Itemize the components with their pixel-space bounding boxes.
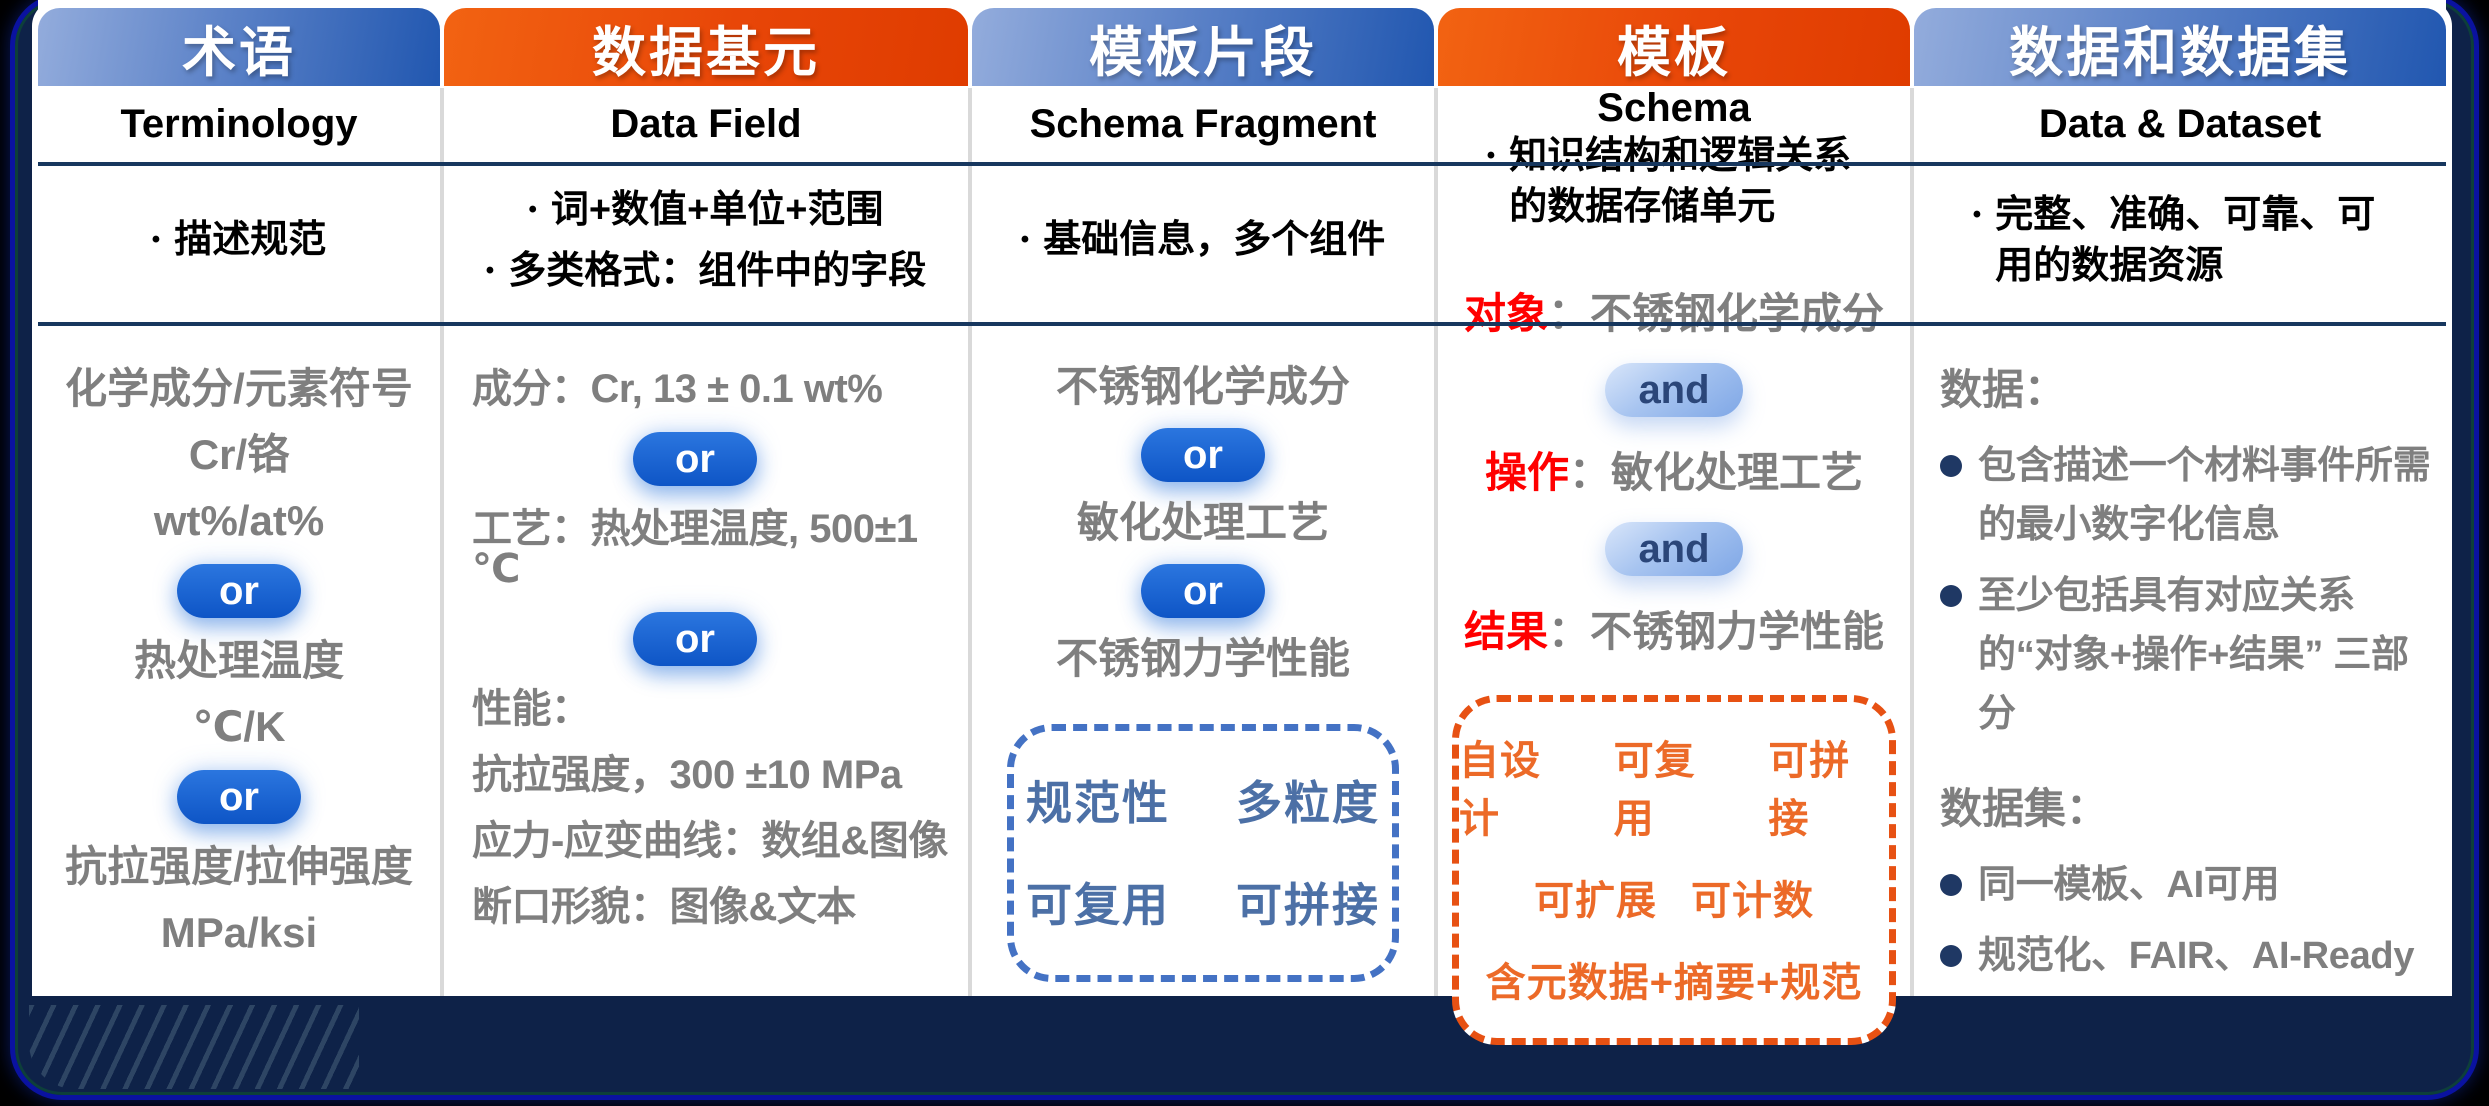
term-line: 化学成分/元素符号 — [65, 365, 413, 412]
field-line: 成分：Cr, 13 ± 0.1 wt% — [472, 367, 883, 411]
description-line: • 知识结构和逻辑关系的数据存储单元 — [1486, 135, 1852, 229]
column-header-zh: 术语 — [38, 8, 440, 86]
row-separator — [38, 322, 2446, 326]
column-description: • 完整、准确、可靠、可用的数据资源 — [1914, 162, 2446, 320]
description-line: • 描述规范 — [151, 219, 327, 262]
column-title-en: Terminology — [120, 101, 358, 146]
column-title-en: Schema Fragment — [1029, 101, 1377, 146]
traits-row: 自设计 可复用 可拼接 — [1459, 738, 1851, 841]
fragment-line: 不锈钢化学成分 — [1055, 363, 1350, 410]
column-title-en: Data Field — [610, 101, 802, 146]
bullet-dot-icon — [1940, 945, 1962, 968]
term-line: 抗拉强度/拉伸强度 — [65, 843, 413, 890]
column-header-zh: 模板 — [1438, 8, 1910, 86]
column-description: • 基础信息，多个组件 — [972, 162, 1434, 320]
column-title-zh: 术语 — [182, 22, 296, 83]
schema-traits-box: 自设计 可复用 可拼接 可扩展 可计数 含元数据+摘要+规范 — [1452, 694, 1896, 1045]
list-item: 同一模板、AI可用 — [1940, 856, 2280, 915]
or-pill: or — [633, 612, 757, 666]
traits-row: 含元数据+摘要+规范 — [1485, 960, 1863, 1005]
bullet-dot-icon — [1940, 584, 1962, 607]
bullet-dot-icon — [1940, 455, 1962, 477]
column-body: 对象 ： 不锈钢化学成分 and 操作 ： 敏化处理工艺 and 结果 ： 不锈 — [1438, 234, 1910, 1045]
column-body: 数据： 包含描述一个材料事件所需的最小数字化信息 至少包括具有对应关系的“对象+… — [1914, 320, 2446, 996]
bullet-icon: • — [1486, 142, 1496, 169]
field-line: 抗拉强度，300 ±10 MPa — [472, 753, 902, 797]
traits-row: 规范性 多粒度 — [1026, 777, 1380, 829]
column-title-en: Schema — [1597, 86, 1751, 130]
column-description: • 描述规范 — [38, 162, 440, 320]
schema-row: 操作 ： 敏化处理工艺 — [1485, 439, 1863, 500]
term-line: Cr/铬 — [188, 431, 290, 478]
description-line: • 词+数值+单位+范围 — [528, 188, 884, 231]
field-line: 性能： — [472, 687, 591, 731]
or-pill: or — [633, 432, 757, 486]
section-header: 数据集： — [1940, 785, 2109, 833]
column-terminology: 术语 Terminology • 描述规范 化学成分/元素符号 Cr/铬 wt%… — [38, 0, 440, 996]
or-pill: or — [1141, 564, 1265, 618]
schema-row-label: 操作 — [1484, 448, 1569, 496]
column-header-zh: 数据和数据集 — [1914, 8, 2446, 86]
schema-row-label: 对象 — [1463, 289, 1548, 337]
section-header: 数据： — [1940, 366, 2067, 413]
column-title-en: Data & Dataset — [2038, 101, 2322, 146]
column-title-zh: 数据和数据集 — [2009, 22, 2351, 83]
traits-row: 可扩展 可计数 — [1534, 878, 1814, 923]
schema-row: 对象 ： 不锈钢化学成分 — [1464, 280, 1884, 341]
column-schema: 模板 Schema • 知识结构和逻辑关系的数据存储单元 对象 ： 不锈钢化学成… — [1434, 0, 1910, 1045]
bullet-icon: • — [485, 257, 495, 284]
corner-stripes-decoration — [29, 1005, 359, 1089]
column-body: 成分：Cr, 13 ± 0.1 wt% or 工艺：热处理温度, 500±1 ℃… — [444, 320, 968, 996]
column-title-zh: 数据基元 — [592, 22, 820, 83]
list-item: 包含描述一个材料事件所需的最小数字化信息 — [1940, 437, 2434, 555]
field-line: 工艺：热处理温度, 500±1 ℃ — [472, 507, 918, 591]
column-title-zh: 模板 — [1617, 22, 1731, 83]
bullet-icon: • — [528, 195, 537, 223]
column-description: • 知识结构和逻辑关系的数据存储单元 — [1438, 131, 1910, 234]
bullet-icon: • — [151, 226, 161, 254]
table-surface: 术语 Terminology • 描述规范 化学成分/元素符号 Cr/铬 wt%… — [32, 0, 2452, 1045]
column-title-zh: 模板片段 — [1089, 22, 1317, 83]
term-line: MPa/ksi — [160, 909, 318, 956]
and-pill: and — [1605, 362, 1743, 417]
column-description: • 词+数值+单位+范围 • 多类格式：组件中的字段 — [444, 162, 968, 320]
description-line: • 基础信息，多个组件 — [1020, 219, 1386, 262]
row-separator — [38, 162, 2446, 166]
term-line: ℃/K — [192, 703, 286, 750]
column-schema-fragment: 模板片段 Schema Fragment • 基础信息，多个组件 不锈钢化学成分… — [968, 0, 1434, 996]
schema-row-label: 结果 — [1463, 607, 1548, 655]
list-item: 至少包括具有对应关系的“对象+操作+结果” 三部分 — [1940, 567, 2434, 744]
fragment-line: 不锈钢力学性能 — [1055, 635, 1350, 682]
list-item: 规范化、FAIR、AI-Ready — [1940, 927, 2414, 986]
column-header-zh: 数据基元 — [444, 8, 968, 86]
or-pill: or — [1141, 428, 1265, 482]
term-line: 热处理温度 — [133, 637, 344, 684]
or-pill: or — [177, 770, 301, 824]
or-pill: or — [177, 564, 301, 618]
column-data-dataset: 数据和数据集 Data & Dataset • 完整、准确、可靠、可用的数据资源… — [1910, 0, 2446, 996]
schema-row: 结果 ： 不锈钢力学性能 — [1464, 598, 1884, 659]
field-line: 应力-应变曲线：数组&图像 — [472, 819, 948, 863]
bullet-icon: • — [1020, 226, 1030, 254]
field-line: 断口形貌：图像&文本 — [472, 885, 856, 929]
column-body: 化学成分/元素符号 Cr/铬 wt%/at% or 热处理温度 ℃/K or 抗… — [38, 320, 440, 996]
description-line: • 多类格式：组件中的字段 — [485, 250, 927, 292]
bullet-dot-icon — [1940, 874, 1962, 897]
fragment-traits-box: 规范性 多粒度 可复用 可拼接 — [1007, 724, 1399, 982]
bullet-icon: • — [1972, 200, 1982, 228]
column-data-field: 数据基元 Data Field • 词+数值+单位+范围 • 多类格式：组件中的… — [440, 0, 968, 996]
and-pill: and — [1605, 521, 1743, 576]
term-line: wt%/at% — [153, 497, 325, 544]
column-header-zh: 模板片段 — [972, 8, 1434, 86]
fragment-line: 敏化处理工艺 — [1076, 499, 1329, 546]
traits-row: 可复用 可拼接 — [1026, 879, 1380, 931]
description-line: • 完整、准确、可靠、可用的数据资源 — [1972, 193, 2376, 287]
column-body: 不锈钢化学成分 or 敏化处理工艺 or 不锈钢力学性能 规范性 多粒度 可复用… — [972, 320, 1434, 996]
comparison-table: 术语 Terminology • 描述规范 化学成分/元素符号 Cr/铬 wt%… — [38, 0, 2446, 1045]
